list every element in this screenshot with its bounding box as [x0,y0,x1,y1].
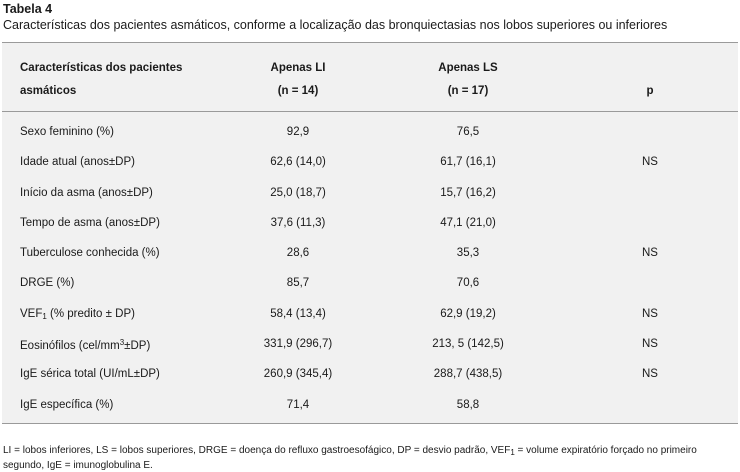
row-label: Tuberculose conhecida (%) [20,247,160,260]
cell-ls: 58,8 [456,398,480,411]
table-row: Tuberculose conhecida (%) 28,6 35,3 NS [2,241,738,271]
row-label: Sexo feminino (%) [20,126,114,138]
row-label-text: ±DP) [124,340,151,353]
table-row: Eosinófilos (cel/mm3±DP) 331,9 (296,7) 2… [2,332,738,362]
row-label-text: Eosinófilos (cel/mm [20,340,120,353]
cell-li: 85,7 [286,277,310,290]
row-label-text: VEF [20,307,43,320]
row-label: IgE específica (%) [20,398,114,411]
cell-li: 71,4 [286,398,310,411]
table-header: Características dos pacientes asmáticos … [2,43,738,112]
header-li-line2: (n = 14) [277,85,319,97]
row-label: VEF1 (% predito ± DP) [20,308,135,321]
cell-ls: 15,7 (16,2) [440,186,496,199]
header-characteristics-line2: asmáticos [20,85,77,97]
cell-li: 37,6 (11,3) [270,216,326,229]
data-table: Características dos pacientes asmáticos … [2,42,738,424]
table-body: Sexo feminino (%) 92,9 76,5 Idade atual … [2,120,738,423]
cell-p: NS [642,368,658,381]
row-label: IgE sérica total (UI/mL±DP) [20,368,160,381]
row-label: Eosinófilos (cel/mm3±DP) [20,338,150,352]
cell-p: NS [642,247,658,260]
footnote-text: LI = lobos inferiores, LS = lobos superi… [3,445,511,456]
cell-p: NS [642,156,658,169]
cell-p: NS [642,307,658,320]
footnote-text: = volume expiratório forçado no primeiro… [3,445,697,471]
table-row: Tempo de asma (anos±DP) 37,6 (11,3) 47,1… [2,211,738,241]
table-row: Sexo feminino (%) 92,9 76,5 [2,120,738,150]
header-p-value: p [646,85,654,97]
cell-li: 62,6 (14,0) [270,156,326,169]
table-row: Início da asma (anos±DP) 25,0 (18,7) 15,… [2,181,738,211]
cell-li: 331,9 (296,7) [263,338,333,351]
table-row: Idade atual (anos±DP) 62,6 (14,0) 61,7 (… [2,150,738,180]
cell-li: 25,0 (18,7) [270,186,326,199]
row-label-superscript: 3 [119,338,125,348]
table-row: IgE específica (%) 71,4 58,8 [2,393,738,423]
row-label-subscript: 1 [42,311,47,321]
header-ls-line2: (n = 17) [447,85,489,97]
table-row: VEF1 (% predito ± DP) 58,4 (13,4) 62,9 (… [2,302,738,332]
table-title: Tabela 4 [3,2,53,16]
header-apenas-li: Apenas LI (n = 14) [250,57,346,103]
cell-li: 28,6 [286,247,310,260]
table-row: IgE sérica total (UI/mL±DP) 260,9 (345,4… [2,362,738,392]
header-apenas-ls: Apenas LS (n = 17) [420,57,516,103]
cell-ls: 70,6 [456,277,480,290]
cell-li: 260,9 (345,4) [263,368,333,381]
cell-ls: 61,7 (16,1) [440,156,496,169]
row-label: Início da asma (anos±DP) [20,186,153,199]
table-footnote: LI = lobos inferiores, LS = lobos superi… [3,444,737,472]
row-label: Tempo de asma (anos±DP) [20,216,160,229]
footnote-subscript: 1 [510,448,515,457]
cell-li: 92,9 [286,126,310,138]
header-ls-line1: Apenas LS [438,62,498,74]
row-label: DRGE (%) [20,277,75,290]
header-li-line1: Apenas LI [270,62,326,74]
cell-ls: 213, 5 (142,5) [432,338,504,351]
cell-ls: 35,3 [456,247,480,260]
cell-ls: 76,5 [456,126,480,138]
row-label: Idade atual (anos±DP) [20,156,135,169]
cell-ls: 47,1 (21,0) [440,216,496,229]
header-characteristics: Características dos pacientes asmáticos [20,57,220,103]
cell-li: 58,4 (13,4) [270,307,326,320]
table-row: DRGE (%) 85,7 70,6 [2,271,738,301]
table-caption: Características dos pacientes asmáticos,… [3,18,668,32]
cell-p: NS [642,338,658,351]
cell-ls: 62,9 (19,2) [440,307,496,320]
row-label-text: (% predito ± DP) [46,307,135,320]
cell-ls: 288,7 (438,5) [433,368,503,381]
header-characteristics-line1: Características dos pacientes [20,62,183,74]
